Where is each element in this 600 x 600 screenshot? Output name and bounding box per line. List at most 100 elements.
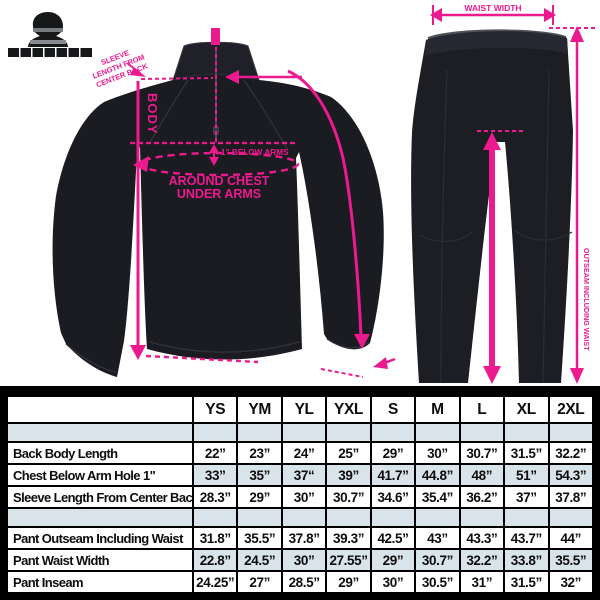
sleeve-measure-arrowhead (354, 334, 370, 349)
outseam-arrowhead-down (570, 368, 584, 384)
below-arms-label: 1” BELOW ARMS (221, 148, 289, 157)
waist-arrowhead-left (430, 8, 442, 22)
size-value-cell: 31.5” (503, 441, 550, 465)
outseam-label: OUTSEAM INCLUDING WAIST (582, 248, 591, 351)
size-value-cell: 29” (236, 485, 283, 509)
size-value-cell: 31” (458, 570, 506, 594)
zipper-pull (213, 126, 219, 135)
size-column-header: YM (236, 395, 283, 424)
spacer-row (6, 422, 594, 443)
size-value-cell: 24.5” (236, 548, 283, 572)
size-value-cell: 33” (191, 463, 239, 487)
size-value-cell: 36.2” (458, 485, 506, 509)
size-value-cell: 48” (458, 463, 506, 487)
cuff-dashed-line (320, 368, 364, 378)
sleeve-length-label: SLEEVE LENGTH FROM CENTER BACK (91, 48, 149, 89)
around-chest-label-line2: UNDER ARMS (177, 187, 261, 201)
body-length-arrowhead (130, 345, 146, 360)
size-value-cell: 44.8” (414, 463, 461, 487)
size-value-cell: 35.5” (236, 526, 283, 550)
size-column-header: YS (191, 395, 239, 424)
jacket-body (52, 74, 384, 377)
pants-seams (418, 69, 573, 384)
size-value-cell: 41.7” (369, 463, 417, 487)
size-value-cell: 32” (547, 570, 594, 594)
size-column-header: M (414, 395, 461, 424)
sleeve-measure-line (287, 69, 363, 337)
jacket-seams (65, 79, 370, 373)
size-value-cell: 27.55” (325, 548, 372, 572)
size-value-cell: 39” (325, 463, 372, 487)
size-value-cell: 30.7” (325, 485, 372, 509)
measurement-row-label: Back Body Length (6, 441, 194, 465)
size-value-cell: 37” (503, 485, 550, 509)
size-value-cell: 29” (369, 441, 417, 465)
measurement-row-label: Sleeve Length From Center Back (6, 485, 194, 509)
hem-dashed-line (145, 354, 259, 364)
mascot-logo-icon (8, 12, 92, 57)
size-value-cell: 27” (236, 570, 283, 594)
waist-arrowhead-right (544, 8, 556, 22)
size-value-cell: 28.5” (280, 570, 328, 594)
size-column-header: YL (280, 395, 328, 424)
below-arms-arrow-up (209, 144, 219, 153)
size-column-header: S (369, 395, 417, 424)
size-value-cell: 30” (369, 570, 417, 594)
outseam-arrowhead-up (570, 26, 584, 42)
table-row: Pant Outseam Including Waist 31.8” 35.5”… (6, 526, 594, 550)
size-value-cell: 33.8” (503, 548, 550, 572)
size-table-corner (6, 395, 194, 424)
sleeve-from-neck-arrowhead (225, 70, 239, 84)
size-value-cell: 43.3” (458, 526, 506, 550)
size-value-cell: 32.2” (547, 441, 594, 465)
size-value-cell: 23” (236, 441, 283, 465)
measurement-row-label: Pant Waist Width (6, 548, 194, 572)
size-value-cell: 25” (325, 441, 372, 465)
brand-wordmark (8, 48, 92, 57)
size-value-cell: 30.7” (414, 548, 461, 572)
size-value-cell: 28.3” (191, 485, 239, 509)
measurement-row-label: Pant Outseam Including Waist (6, 526, 194, 550)
size-value-cell: 22” (191, 441, 239, 465)
size-value-cell: 35.5” (547, 548, 594, 572)
size-value-cell: 37.8” (547, 485, 594, 509)
size-value-cell: 30” (280, 485, 328, 509)
around-chest-label-line1: AROUND CHEST (169, 174, 270, 188)
size-value-cell: 29” (369, 548, 417, 572)
size-value-cell: 29” (325, 570, 372, 594)
size-header-row: YS YM YL YXL S M L XL 2XL (6, 395, 594, 424)
pants-waistband (425, 31, 568, 56)
chest-ellipse-arrowhead (133, 156, 149, 172)
pants-annotations: WAIST WIDTH OUTSEAM INCLUDING WAIST (430, 3, 597, 384)
measurement-diagram: SLEEVE LENGTH FROM CENTER BACK BODY 1” B… (8, 3, 597, 384)
size-value-cell: 35.4” (414, 485, 461, 509)
collar-center-tick (211, 28, 220, 45)
size-value-cell: 37.8” (280, 526, 328, 550)
size-value-cell: 32.2” (458, 548, 506, 572)
table-row: Pant Inseam 24.25” 27” 28.5” 29” 30” 30.… (6, 570, 594, 594)
size-value-cell: 54.3” (547, 463, 594, 487)
size-value-cell: 37“ (280, 463, 328, 487)
jacket-graphic (52, 41, 384, 377)
size-value-cell: 30” (414, 441, 461, 465)
size-chart-table: YS YM YL YXL S M L XL 2XL Back Body Leng… (6, 395, 594, 594)
neck-to-shoulder-dashed-line (140, 77, 214, 80)
size-value-cell: 31.5” (503, 570, 550, 594)
size-value-cell: 51” (503, 463, 550, 487)
size-column-header: YXL (325, 395, 372, 424)
size-value-cell: 30” (280, 548, 328, 572)
pants-body (411, 31, 573, 383)
size-column-header: L (458, 395, 506, 424)
below-arms-arrow-down (209, 157, 219, 166)
size-column-header: XL (503, 395, 550, 424)
body-label: BODY (145, 93, 160, 135)
cuff-pointer-arrowhead (373, 357, 388, 369)
size-value-cell: 30.5” (414, 570, 461, 594)
size-value-cell: 22.8” (191, 548, 239, 572)
waist-width-label: WAIST WIDTH (464, 3, 521, 13)
spacer-row (6, 507, 594, 528)
size-value-cell: 43” (414, 526, 461, 550)
inseam-arrowhead-down (483, 366, 501, 384)
table-row: Back Body Length 22” 23” 24” 25” 29” 30”… (6, 441, 594, 465)
